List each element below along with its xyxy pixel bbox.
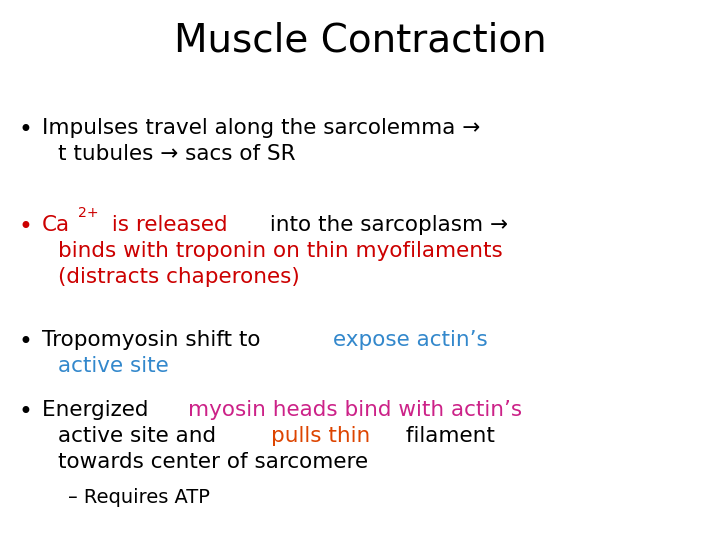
Text: Impulses travel along the sarcolemma →: Impulses travel along the sarcolemma → <box>42 118 480 138</box>
Text: myosin heads bind with actin’s: myosin heads bind with actin’s <box>189 400 523 420</box>
Text: Energized: Energized <box>42 400 156 420</box>
Text: active site and: active site and <box>58 426 223 446</box>
Text: Muscle Contraction: Muscle Contraction <box>174 22 546 60</box>
Text: is released: is released <box>105 215 228 235</box>
Text: Ca: Ca <box>42 215 70 235</box>
Text: Tropomyosin shift to: Tropomyosin shift to <box>42 330 267 350</box>
Text: towards center of sarcomere: towards center of sarcomere <box>58 452 368 472</box>
Text: •: • <box>18 215 32 239</box>
Text: into the sarcoplasm →: into the sarcoplasm → <box>263 215 508 235</box>
Text: (distracts chaperones): (distracts chaperones) <box>58 267 300 287</box>
Text: binds with troponin on thin myofilaments: binds with troponin on thin myofilaments <box>58 241 503 261</box>
Text: •: • <box>18 400 32 424</box>
Text: active site: active site <box>58 356 168 376</box>
Text: pulls thin: pulls thin <box>271 426 370 446</box>
Text: filament: filament <box>399 426 495 446</box>
Text: – Requires ATP: – Requires ATP <box>68 488 210 507</box>
Text: expose actin’s: expose actin’s <box>333 330 487 350</box>
Text: 2+: 2+ <box>78 206 99 220</box>
Text: •: • <box>18 330 32 354</box>
Text: •: • <box>18 118 32 142</box>
Text: t tubules → sacs of SR: t tubules → sacs of SR <box>58 144 296 164</box>
